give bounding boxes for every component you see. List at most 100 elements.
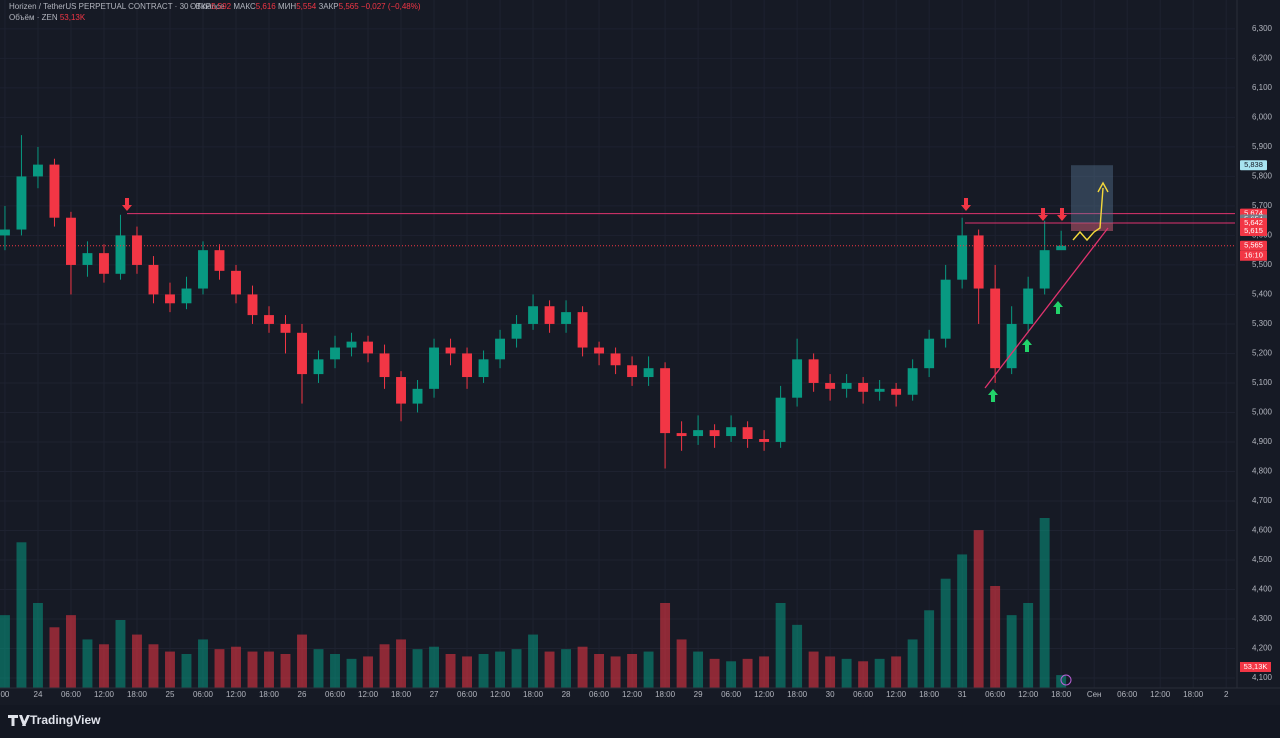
brand-logo [8, 715, 30, 726]
volume-bar [462, 656, 472, 688]
price-tag [1240, 160, 1267, 171]
candle-body [594, 347, 605, 354]
x-tick-label: 18:00 [655, 690, 676, 699]
candle-body [115, 235, 126, 274]
volume-bar [990, 586, 1001, 688]
candle-body [841, 382, 852, 389]
y-tick-label: 6,100 [1252, 83, 1273, 92]
volume-bar [742, 658, 753, 688]
candle-body [1023, 288, 1034, 324]
candle-body [528, 306, 539, 324]
candle-body [429, 347, 439, 389]
candle-body [0, 229, 10, 236]
volume-bar [891, 656, 902, 688]
volume-bar [924, 610, 935, 688]
candle-body [825, 382, 836, 389]
x-tick-label: 18:00 [787, 690, 808, 699]
x-tick-label: 18:00 [127, 690, 148, 699]
y-tick-label: 5,500 [1252, 260, 1273, 269]
x-tick-label: 12:00 [490, 690, 511, 699]
candle-body [957, 235, 968, 280]
candle-body [627, 365, 638, 378]
candle-body [808, 359, 819, 383]
volume-bar [181, 654, 192, 688]
candle-body [858, 382, 869, 392]
ohlc-label: ЗАКР [318, 2, 338, 11]
countdown: 16:10 [1244, 251, 1263, 260]
candle-body [82, 253, 93, 265]
candle-body [478, 359, 489, 378]
candle-body [198, 250, 208, 289]
volume-tag [1240, 662, 1271, 672]
volume-bar [148, 644, 159, 688]
candle-body [165, 294, 175, 304]
up-arrows [988, 301, 1063, 402]
candle-body [346, 341, 357, 348]
volume-bar [1023, 603, 1034, 688]
y-tick-label: 6,300 [1252, 24, 1273, 33]
candle-body [16, 176, 27, 230]
volume-bar [610, 656, 621, 688]
candle-body [940, 279, 951, 339]
candle-body [676, 433, 687, 437]
candle-body [181, 288, 192, 304]
volume-bar [792, 624, 803, 688]
volume-bar [346, 658, 357, 688]
candle-body [1056, 245, 1067, 251]
y-tick-label: 5,100 [1252, 378, 1273, 387]
volume-bar [874, 658, 885, 688]
x-tick-label: 12:00 [226, 690, 247, 699]
ohlc-value: 5,554 [296, 2, 317, 11]
candle-body [49, 164, 60, 218]
footer [0, 705, 1280, 738]
candle-body [973, 235, 984, 289]
volume-value: 53,13K [60, 13, 86, 22]
x-tick-label: 18:00 [523, 690, 544, 699]
x-tick-label: 06:00 [325, 690, 346, 699]
candle-body [33, 164, 43, 177]
y-tick-label: 5,400 [1252, 290, 1273, 299]
volume-bar [165, 651, 175, 688]
volume-bar [973, 530, 984, 688]
symbol-title: Horizen / TetherUS PERPETUAL CONTRACT · … [9, 2, 225, 11]
price-tag [1240, 226, 1267, 237]
y-tick-label: 6,000 [1252, 113, 1273, 122]
y-tick-label: 4,100 [1252, 673, 1273, 682]
projection-arrow [1097, 181, 1109, 193]
candle-body [264, 315, 274, 324]
ohlc-value: 5,592 [211, 2, 232, 11]
ohlc-label: ОТКР [190, 2, 211, 11]
volume-bar [907, 639, 918, 688]
down-arrows [122, 198, 1067, 221]
x-tick-label: 12:00 [94, 690, 115, 699]
volume-bar [379, 644, 390, 688]
candle-body [693, 430, 704, 437]
y-tick-label: 5,700 [1252, 201, 1273, 210]
y-tick-label: 5,800 [1252, 172, 1273, 181]
volume-tag-label: 53,13K [1244, 662, 1268, 671]
volume-bar [0, 615, 10, 688]
candle-body [643, 368, 654, 378]
candle-body [297, 332, 307, 375]
volume-bar [313, 649, 324, 688]
volume-bar [957, 554, 968, 688]
volume-bar [495, 651, 506, 688]
volume-bar [775, 603, 786, 688]
volume-bar [676, 639, 687, 688]
volume-bar [16, 542, 27, 688]
x-tick-label: 26 [298, 690, 307, 699]
volume-bar [643, 651, 654, 688]
price-tag [1240, 218, 1267, 229]
y-tick-label: 4,400 [1252, 585, 1273, 594]
y-tick-label: 4,200 [1252, 644, 1273, 653]
volume-bar [841, 658, 852, 688]
x-tick-label: 12:00 [886, 690, 907, 699]
candle-body [907, 368, 918, 395]
volume-bar [825, 656, 836, 688]
change: −0,027 (−0,48%) [361, 2, 421, 11]
brand: TradingView [30, 713, 101, 727]
volume-bar [231, 646, 241, 688]
volume-bar [1039, 518, 1050, 688]
x-tick-label: 18:00 [1183, 690, 1204, 699]
volume-bar [940, 578, 951, 688]
